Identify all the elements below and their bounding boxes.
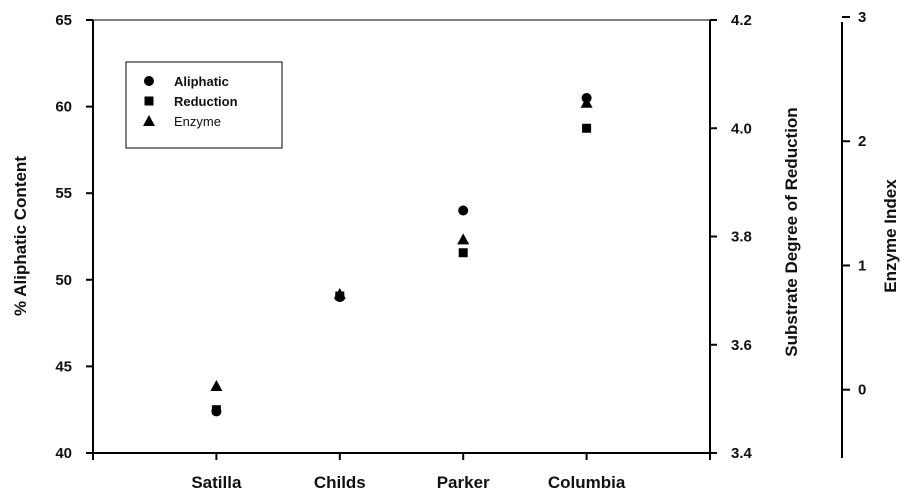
enzyme-tick-label: 1 bbox=[858, 257, 866, 274]
right-axis-title: Substrate Degree of Reduction bbox=[782, 107, 801, 356]
right-tick-label: 3.4 bbox=[731, 445, 753, 462]
legend: Aliphatic Reduction Enzyme bbox=[125, 61, 283, 149]
plot-frame bbox=[92, 19, 843, 458]
reduction-point bbox=[458, 248, 468, 258]
x-tick-label: Parker bbox=[437, 473, 490, 492]
left-tick-label: 40 bbox=[55, 445, 72, 462]
left-tick-label: 45 bbox=[55, 358, 72, 375]
enzyme-point bbox=[457, 233, 470, 245]
enzyme-point bbox=[333, 288, 346, 300]
left-tick-label: 55 bbox=[55, 185, 72, 202]
enzyme-tick-label: 0 bbox=[858, 382, 866, 399]
left-tick-label: 50 bbox=[55, 272, 72, 289]
reduction-point bbox=[211, 405, 221, 415]
enzyme-axis-ticks: 0 1 2 3 bbox=[842, 9, 866, 399]
right-tick-label: 3.8 bbox=[731, 229, 752, 246]
aliphatic-point bbox=[458, 205, 469, 216]
enzyme-tick-label: 2 bbox=[858, 133, 866, 150]
enzyme-point bbox=[580, 96, 593, 108]
x-tick-label: Satilla bbox=[191, 473, 242, 492]
data-points bbox=[210, 92, 593, 417]
reduction-point bbox=[582, 123, 592, 133]
enzyme-point bbox=[210, 379, 223, 391]
x-axis-ticks: Satilla Childs Parker Columbia bbox=[92, 453, 711, 492]
enzyme-tick-label: 3 bbox=[858, 9, 866, 26]
left-tick-label: 60 bbox=[55, 99, 72, 116]
x-tick-label: Childs bbox=[314, 473, 366, 492]
legend-aliphatic-marker bbox=[144, 76, 154, 86]
enzyme-axis-title: Enzyme Index bbox=[881, 179, 900, 293]
right-tick-label: 4.2 bbox=[731, 12, 752, 29]
legend-enzyme-label: Enzyme bbox=[174, 114, 221, 129]
right-axis-ticks: 3.4 3.6 3.8 4.0 4.2 bbox=[710, 12, 753, 462]
right-tick-label: 3.6 bbox=[731, 337, 752, 354]
legend-enzyme-marker bbox=[143, 115, 155, 126]
left-axis-title: % Aliphatic Content bbox=[11, 156, 30, 316]
legend-reduction-label: Reduction bbox=[174, 94, 238, 109]
legend-aliphatic-label: Aliphatic bbox=[174, 74, 229, 89]
right-tick-label: 4.0 bbox=[731, 120, 752, 137]
legend-reduction-marker bbox=[144, 96, 154, 106]
legend-entries: Aliphatic Reduction Enzyme bbox=[143, 74, 238, 129]
left-axis-ticks: 40 45 50 55 60 65 bbox=[55, 12, 93, 462]
left-tick-label: 65 bbox=[55, 12, 72, 29]
x-tick-label: Columbia bbox=[548, 473, 626, 492]
